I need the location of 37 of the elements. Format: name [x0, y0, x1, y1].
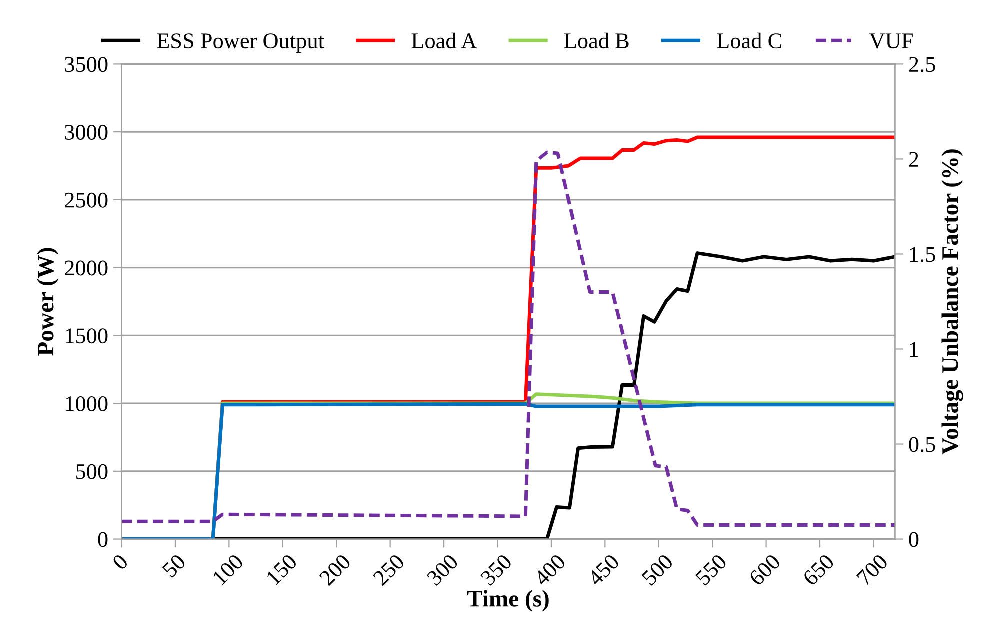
y-tick-label: 500 — [76, 464, 108, 480]
x-tick-label: 500 — [641, 554, 674, 586]
y2-tick-label: 0 — [909, 532, 919, 548]
y-tick-label: 3500 — [65, 57, 108, 72]
y-tick-label: 2000 — [65, 260, 108, 276]
x-axis-title: Time (s) — [467, 590, 549, 612]
x-tick-label: 550 — [695, 554, 728, 586]
x-tick-label: 0 — [112, 554, 130, 571]
legend-label: ESS Power Output — [157, 34, 324, 54]
x-tick-label: 300 — [426, 554, 460, 586]
y2-tick-label: 1.5 — [910, 247, 936, 262]
x-tick-label: 450 — [587, 554, 620, 587]
x-tick-label: 650 — [802, 554, 836, 586]
y-tick-label: 1000 — [66, 396, 108, 412]
x-tick-label: 250 — [372, 554, 406, 586]
y-tick-label: 2500 — [65, 192, 108, 208]
y2-tick-label: 2.5 — [909, 57, 936, 72]
x-tick-label: 100 — [212, 554, 244, 586]
legend-label: Load B — [564, 32, 629, 49]
x-tick-label: 50 — [162, 554, 187, 578]
x-tick-label: 700 — [856, 554, 889, 586]
y2-tick-label: 2 — [909, 152, 918, 167]
y-tick-label: 1500 — [66, 328, 108, 344]
y-axis-title: Power (W) — [37, 248, 59, 356]
x-tick-label: 600 — [748, 554, 782, 586]
legend-label: Load A — [412, 32, 478, 49]
x-tick-label: 150 — [266, 554, 298, 586]
y2-axis-title: Voltage Unbalance Factor (%) — [942, 150, 964, 455]
y-tick-label: 3000 — [65, 125, 108, 140]
x-tick-label: 350 — [480, 554, 513, 586]
y2-tick-label: 0.5 — [909, 437, 936, 452]
x-tick-label: 400 — [533, 554, 567, 587]
legend-label: VUF — [870, 34, 913, 49]
y-tick-label: 0 — [98, 532, 108, 548]
x-tick-label: 200 — [318, 554, 352, 586]
y2-tick-label: 1 — [910, 342, 918, 357]
legend-label: Load C — [717, 32, 782, 49]
